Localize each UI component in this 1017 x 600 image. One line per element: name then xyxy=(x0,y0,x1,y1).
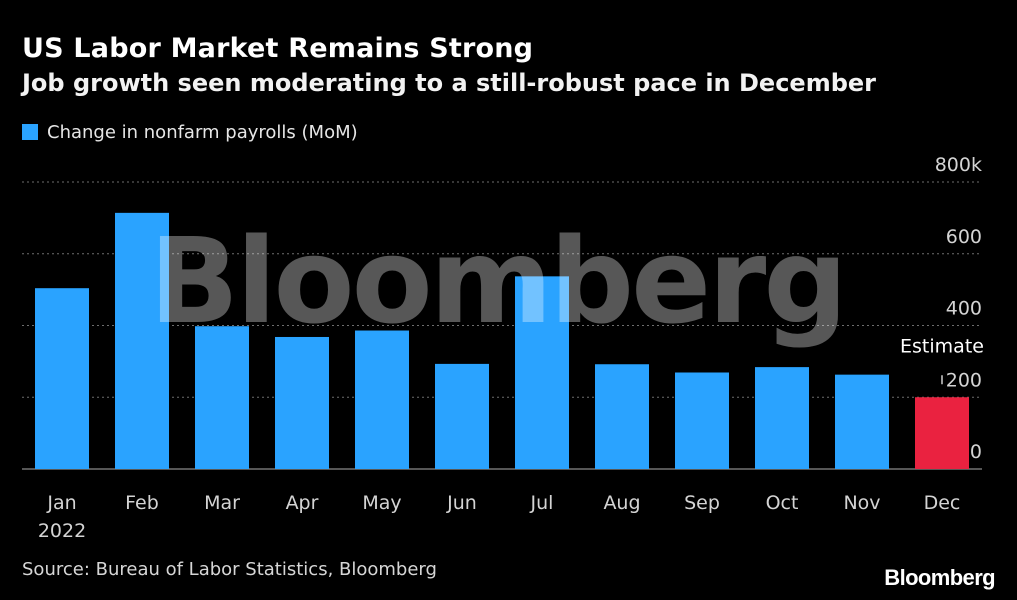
bar xyxy=(35,288,89,469)
bloomberg-logo: Bloomberg xyxy=(884,565,995,590)
bar xyxy=(115,212,169,470)
gridlines xyxy=(22,181,982,470)
bar xyxy=(675,372,729,469)
bar xyxy=(195,326,249,469)
bar xyxy=(835,374,889,469)
estimate-annotation: Estimate xyxy=(900,335,984,385)
x-tick-label: Jul xyxy=(530,492,554,514)
x-tick-label: May xyxy=(362,492,401,514)
x-tick-label: Mar xyxy=(204,492,240,514)
y-tick-label: 800k xyxy=(935,154,982,176)
bar xyxy=(275,336,329,469)
x-tick-label: Aug xyxy=(603,492,640,514)
chart-title: US Labor Market Remains Strong xyxy=(22,33,534,64)
bar xyxy=(355,330,409,469)
x-tick-label: Oct xyxy=(766,492,799,514)
legend-swatch xyxy=(22,124,38,140)
x-tick-label: Apr xyxy=(286,492,319,514)
source-note: Source: Bureau of Labor Statistics, Bloo… xyxy=(22,559,437,580)
estimate-label: Estimate xyxy=(900,335,984,357)
x-tick-label: Feb xyxy=(125,492,159,514)
x-tick-label: Nov xyxy=(843,492,880,514)
y-tick-label: 0 xyxy=(970,441,982,463)
chart-subtitle: Job growth seen moderating to a still-ro… xyxy=(22,69,877,97)
bar xyxy=(515,276,569,469)
x-tick-label: Dec xyxy=(924,492,961,514)
x-axis: Jan 2022 Feb Mar Apr May Jun Jul Aug Sep Oct Nov Dec xyxy=(38,492,961,542)
bar-estimate xyxy=(915,397,969,469)
y-tick-label: 600 xyxy=(946,226,982,248)
x-tick-label: Jun xyxy=(446,492,477,514)
x-tick-label: Sep xyxy=(684,492,720,514)
x-tick-sublabel: 2022 xyxy=(38,520,86,542)
bar xyxy=(435,363,489,469)
watermark-logo: Bloomberg xyxy=(149,212,845,350)
y-tick-label: 400 xyxy=(946,298,982,320)
legend-label: Change in nonfarm payrolls (MoM) xyxy=(47,121,358,143)
bar xyxy=(755,367,809,469)
bars xyxy=(35,212,969,470)
y-tick-label: 200 xyxy=(946,369,982,391)
x-tick-label: Jan xyxy=(46,492,76,514)
bar xyxy=(595,364,649,469)
legend: Change in nonfarm payrolls (MoM) xyxy=(22,119,358,145)
y-axis: 0 200 400 600 800k xyxy=(935,154,982,463)
